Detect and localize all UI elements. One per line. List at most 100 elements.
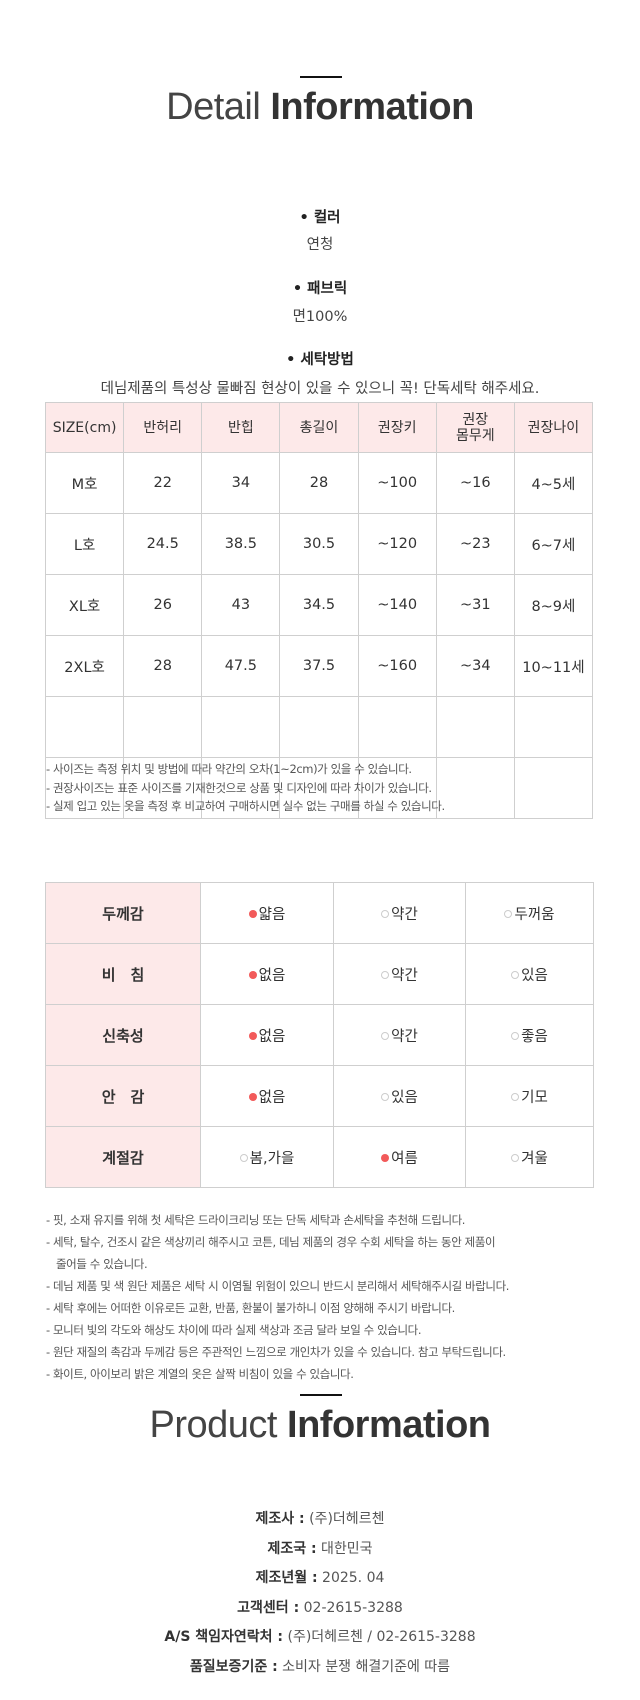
info-label: 품질보증기준 : [189, 1658, 278, 1675]
size-cell: 38.5 [201, 513, 281, 575]
size-cell: 8~9세 [513, 574, 594, 636]
size-header-cell: 권장 몸무게 [435, 402, 515, 453]
option-label: 약간 [391, 967, 418, 984]
unselected-dot-icon [511, 1153, 520, 1162]
wash-value: 데님제품의 특성상 물빠짐 현상이 있을 수 있으니 꼭! 단독세탁 해주세요. [100, 381, 540, 397]
size-cell: 10~11세 [513, 635, 594, 697]
unselected-dot-icon [381, 970, 390, 979]
size-row [44, 696, 594, 758]
selected-dot-icon [248, 970, 257, 979]
option-label: 기모 [521, 1089, 548, 1106]
size-header-cell: 반허리 [123, 402, 203, 453]
fabric-option: 없음 [200, 1065, 334, 1127]
fabric-option: 얇음 [200, 882, 334, 944]
size-cell: 24.5 [123, 513, 203, 575]
product-title: Product Information [149, 1404, 491, 1446]
fabric-row: 신축성 없음 약간 좋음 [45, 1004, 594, 1066]
product-info-row: 제조국 : 대한민국 [0, 1535, 640, 1565]
size-header-cell: 반힙 [201, 402, 281, 453]
option-label: 약간 [391, 906, 418, 923]
size-cell [357, 757, 437, 819]
option-label: 두꺼움 [514, 906, 555, 923]
size-row: M호 22 34 28 ~100 ~16 4~5세 [44, 452, 594, 514]
unselected-dot-icon [504, 909, 513, 918]
size-header-cell: SIZE(cm) [44, 402, 125, 453]
size-cell: 2XL호 [44, 635, 125, 697]
fabric-option: 여름 [333, 1126, 466, 1188]
size-cell [357, 696, 437, 758]
size-cell: 28 [123, 635, 203, 697]
fabric-option: 약간 [333, 1004, 466, 1066]
size-cell: 28 [279, 452, 359, 514]
size-cell: ~23 [435, 513, 515, 575]
fabric-option: 두꺼움 [465, 882, 594, 944]
note-line: - 모니터 빛의 각도와 해상도 차이에 따라 실제 색상과 조금 달라 보일 … [46, 1323, 422, 1337]
size-cell: 43 [201, 574, 281, 636]
info-label: 제조사 : [255, 1511, 305, 1527]
size-cell [123, 696, 203, 758]
note-line: - 핏, 소재 유지를 위해 첫 세탁은 드라이크리닝 또는 단독 세탁과 손세… [46, 1213, 466, 1227]
size-header-cell: 총길이 [279, 402, 359, 453]
note-line: - 권장사이즈는 표준 사이즈를 기재한것으로 상품 및 디자인에 따라 차이가… [46, 780, 432, 795]
info-value: (주)더헤르첸 / 02-2615-3288 [287, 1629, 476, 1646]
size-row [44, 757, 594, 819]
option-label: 좋음 [521, 1028, 548, 1045]
info-label: 고객센터 : [237, 1599, 300, 1616]
size-row: L호 24.5 38.5 30.5 ~120 ~23 6~7세 [44, 513, 594, 575]
size-header-cell: 권장나이 [513, 402, 594, 453]
title-rule [300, 76, 342, 78]
size-cell [201, 696, 281, 758]
unselected-dot-icon [381, 909, 390, 918]
info-value: 2025. 04 [322, 1570, 385, 1587]
size-row: 2XL호 28 47.5 37.5 ~160 ~34 10~11세 [44, 635, 594, 697]
size-cell [201, 757, 281, 819]
fabric-table: 두께감 얇음 약간 두꺼움 비 침 없음 약간 있음 신축성 없음 약간 좋음 안 감 없음 있음 기모 계절감… [45, 882, 594, 1188]
product-info-row: 제조년월 : 2025. 04 [0, 1564, 640, 1594]
fabric-row: 안 감 없음 있음 기모 [45, 1065, 594, 1127]
size-cell: ~100 [357, 452, 437, 514]
size-table: SIZE(cm) 반허리 반힙 총길이 권장키 권장 몸무게 권장나이 M호 22 34 28 ~10… [44, 402, 594, 819]
selected-dot-icon [248, 909, 257, 918]
info-value: 대한민국 [321, 1540, 373, 1557]
size-cell: ~160 [357, 635, 437, 697]
info-value: (주)더헤르첸 [309, 1511, 385, 1527]
size-notes: - 사이즈는 측정 위치 및 방법에 따라 약간의 오차(1~2cm)가 있을 … [46, 760, 606, 816]
size-cell: 22 [123, 452, 203, 514]
option-label: 봄,가을 [249, 1150, 295, 1167]
option-label: 없음 [258, 1089, 286, 1106]
size-cell: M호 [44, 452, 125, 514]
size-cell: ~120 [357, 513, 437, 575]
size-cell: 47.5 [201, 635, 281, 697]
size-cell: 30.5 [279, 513, 359, 575]
option-label: 없음 [258, 967, 286, 984]
size-cell [513, 757, 594, 819]
selected-dot-icon [248, 1031, 257, 1040]
selected-dot-icon [381, 1153, 390, 1162]
size-cell: ~16 [435, 452, 515, 514]
fabric-option: 없음 [200, 943, 334, 1005]
note-line: - 사이즈는 측정 위치 및 방법에 따라 약간의 오차(1~2cm)가 있을 … [46, 762, 412, 776]
product-info-row: 고객센터 : 02-2615-3288 [0, 1594, 640, 1624]
fabric-attr-label: 두께감 [45, 882, 201, 944]
fabric-option: 좋음 [465, 1004, 594, 1066]
note-line: - 원단 재질의 촉감과 두께감 등은 주관적인 느낌으로 개인차가 있을 수 … [46, 1345, 506, 1359]
info-value: 02-2615-3288 [303, 1599, 403, 1616]
size-cell [513, 696, 594, 758]
fabric-option: 있음 [465, 943, 594, 1005]
size-cell: ~31 [435, 574, 515, 636]
wash-label: • 세탁방법 [286, 352, 354, 368]
fabric-attr-label: 계절감 [45, 1126, 201, 1188]
option-label: 얇음 [258, 906, 286, 923]
fabric-label: • 패브릭 [292, 281, 348, 297]
fabric-option: 기모 [465, 1065, 594, 1127]
size-cell: 34.5 [279, 574, 359, 636]
note-line: - 화이트, 아이보리 밝은 계열의 옷은 살짝 비침이 있을 수 있습니다. [46, 1367, 354, 1381]
note-line: - 세탁, 탈수, 건조시 같은 색상끼리 해주시고 코튼, 데님 제품의 경우… [46, 1235, 496, 1249]
fabric-attr-label: 비 침 [45, 943, 201, 1005]
option-label: 없음 [258, 1028, 286, 1045]
size-cell: 26 [123, 574, 203, 636]
fabric-option: 봄,가을 [200, 1126, 334, 1188]
info-label: 제조국 : [267, 1540, 317, 1557]
size-cell: L호 [44, 513, 125, 575]
unselected-dot-icon [511, 1092, 520, 1101]
